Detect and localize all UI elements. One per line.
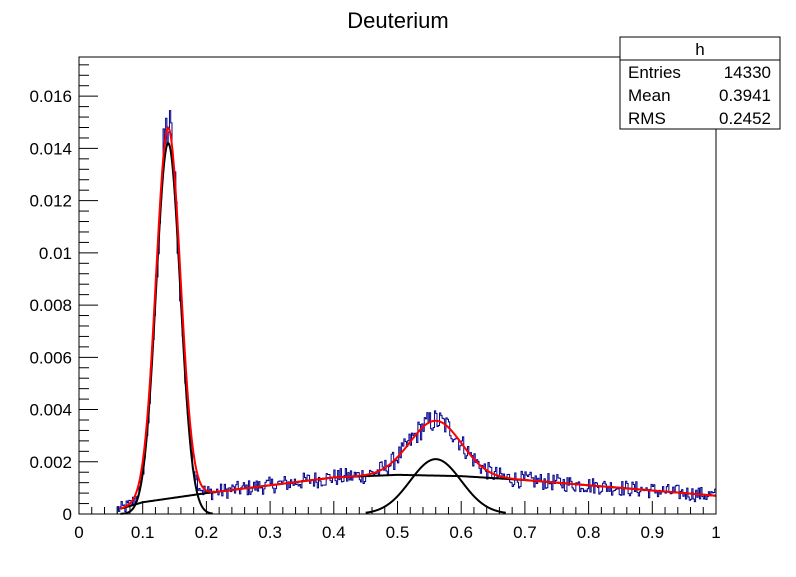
stats-rms-label: RMS [628,109,666,128]
y-tick-label: 0.016 [29,87,72,106]
stats-mean-value: 0.3941 [719,86,771,105]
chart-title: Deuterium [347,8,448,33]
y-tick-label: 0.012 [29,192,72,211]
gaussian-1-curve [120,142,213,515]
stats-entries-value: 14330 [724,63,771,82]
x-tick-label: 0.2 [195,523,219,542]
stats-rms-value: 0.2452 [719,109,771,128]
stats-box: h Entries 14330 Mean 0.3941 RMS 0.2452 [619,36,781,130]
x-tick-label: 1 [711,523,720,542]
total-fit-curve [120,125,717,510]
x-tick-label: 0 [74,523,83,542]
stats-box-name: h [695,40,704,59]
x-tick-label: 0.7 [513,523,537,542]
x-tick-label: 0.5 [386,523,410,542]
x-tick-label: 0.1 [131,523,155,542]
x-tick-label: 0.9 [640,523,664,542]
x-tick-label: 0.4 [322,523,346,542]
y-tick-label: 0 [63,505,72,524]
y-tick-label: 0.002 [29,453,72,472]
axes: 0 0.1 0.2 0.3 0.4 0.5 0.6 0.7 0.8 0.9 1 0 0.002 0.004… [29,64,721,542]
x-tick-label: 0.3 [258,523,282,542]
stats-box-frame [619,36,781,130]
stats-mean-label: Mean [628,86,671,105]
y-tick-label: 0.01 [39,244,72,263]
y-tick-label: 0.004 [29,401,72,420]
x-tick-label: 0.8 [577,523,601,542]
gaussian-2-curve [365,458,506,514]
y-tick-label: 0.006 [29,348,72,367]
y-tick-label: 0.008 [29,296,72,315]
y-tick-label: 0.014 [29,139,72,158]
x-tick-label: 0.6 [449,523,473,542]
stats-entries-label: Entries [628,63,681,82]
plot-area [79,110,717,515]
